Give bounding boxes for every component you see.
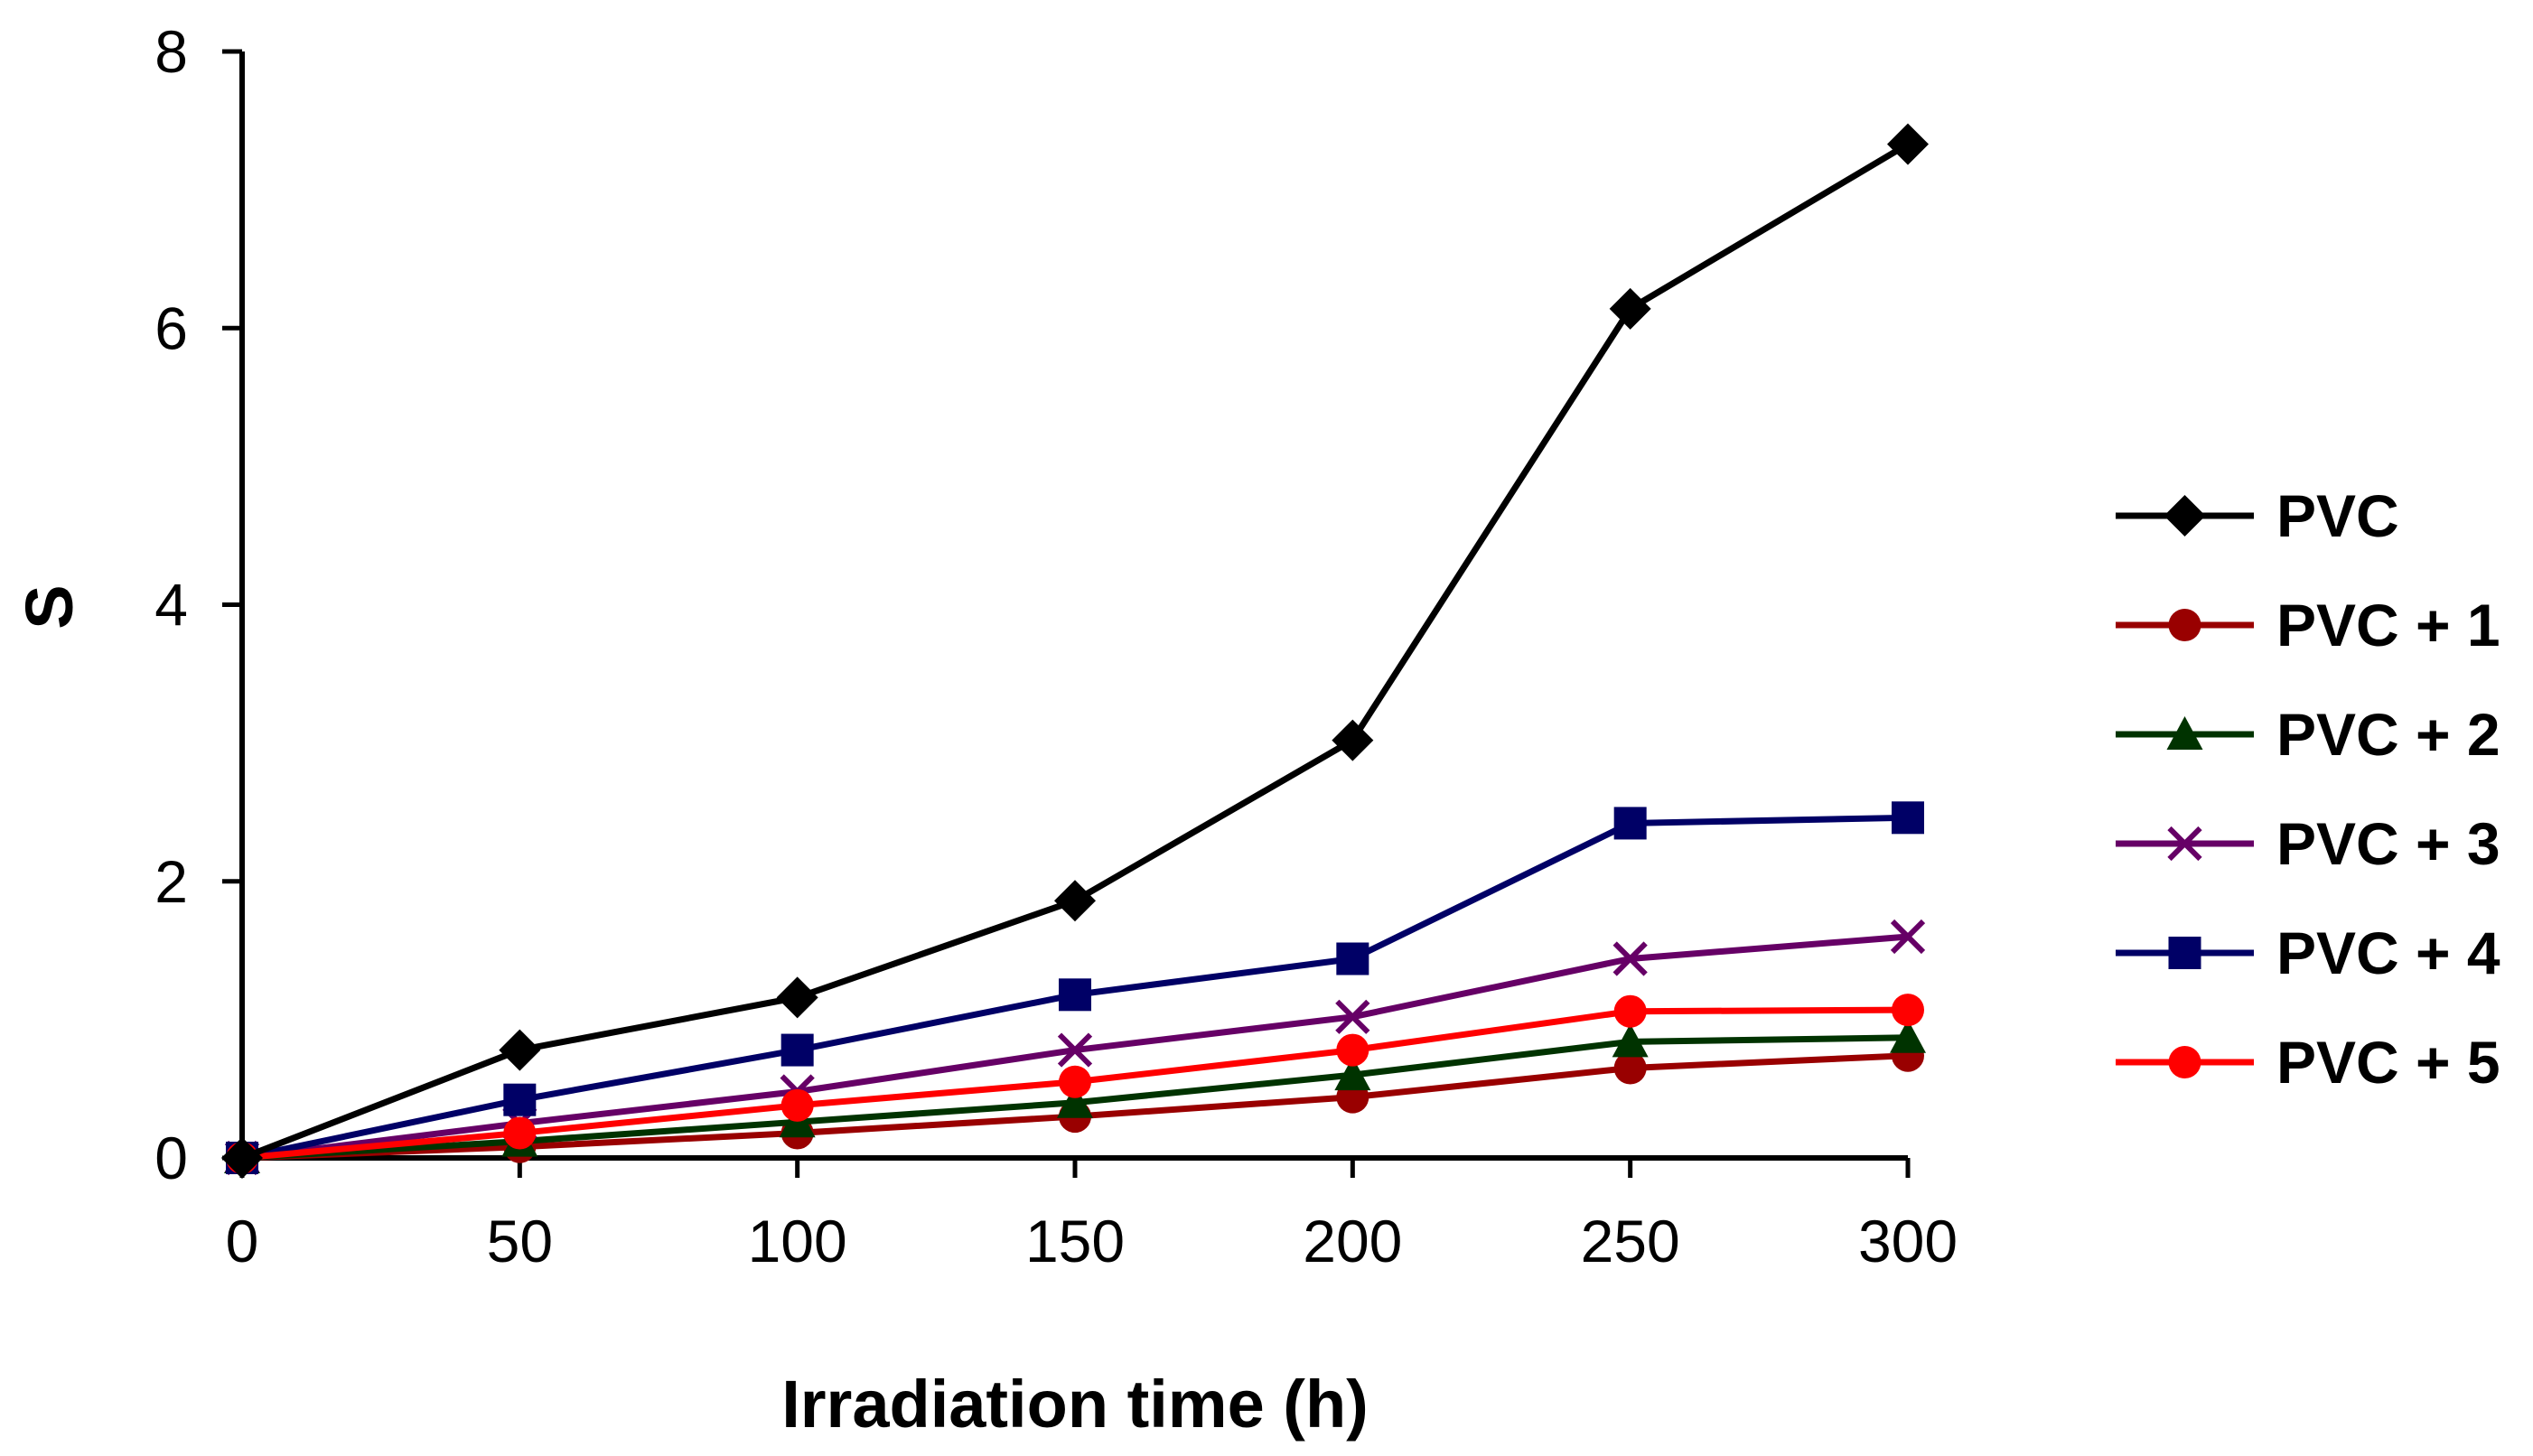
- legend-label: PVC + 1: [2276, 592, 2500, 658]
- data-point: [1612, 1023, 1649, 1058]
- y-tick-label: 6: [154, 294, 188, 361]
- data-point: [1334, 1057, 1371, 1091]
- x-tick-label: 50: [487, 1208, 553, 1274]
- data-point-stroke: [1612, 941, 1648, 976]
- data-point: [776, 976, 818, 1019]
- legend-label: PVC + 4: [2276, 919, 2500, 986]
- data-point: [503, 1083, 537, 1116]
- legend-item: PVC: [2116, 482, 2399, 549]
- data-point: [780, 1033, 814, 1067]
- x-tick-label: 100: [748, 1208, 847, 1274]
- legend-label: PVC + 5: [2276, 1029, 2500, 1096]
- y-axis-title: S: [12, 584, 87, 629]
- legend-item: PVC + 1: [2116, 592, 2500, 658]
- legend-marker: [2168, 1046, 2201, 1078]
- y-tick-label: 8: [154, 18, 188, 85]
- legend-marker: [2168, 937, 2201, 969]
- data-point-stroke: [1057, 1032, 1093, 1068]
- legend-item: PVC + 2: [2116, 701, 2500, 768]
- data-point-stroke: [1890, 919, 1926, 955]
- data-point: [1332, 719, 1374, 761]
- data-point: [1892, 801, 1924, 835]
- data-point: [1609, 287, 1651, 330]
- data-point: [1335, 999, 1370, 1034]
- legend-item: PVC + 4: [2116, 919, 2500, 986]
- legend-item: PVC + 3: [2116, 810, 2500, 877]
- data-point: [1890, 1019, 1926, 1053]
- x-tick-label: 150: [1025, 1208, 1125, 1274]
- data-point: [780, 1088, 814, 1122]
- x-tick-label: 250: [1581, 1208, 1680, 1274]
- legend-marker: [2168, 609, 2201, 641]
- data-point: [1059, 978, 1091, 1012]
- x-tick-label: 300: [1858, 1208, 1958, 1274]
- data-point: [1612, 941, 1648, 976]
- x-tick-label: 200: [1303, 1208, 1402, 1274]
- x-axis-title: Irradiation time (h): [781, 1367, 1369, 1442]
- legend: PVC PVC + 1 PVC + 2 PVC + 3 PVC + 4 PVC + 5: [2116, 482, 2500, 1096]
- data-point: [1613, 807, 1647, 840]
- data-point: [1057, 1032, 1093, 1068]
- data-point: [221, 1137, 263, 1179]
- data-point: [1613, 994, 1647, 1028]
- legend-label: PVC + 3: [2276, 810, 2500, 877]
- data-point: [503, 1116, 537, 1150]
- data-point: [1613, 1051, 1647, 1085]
- y-tick-label: 4: [154, 572, 188, 639]
- series-layer: [221, 123, 1929, 1179]
- data-point: [1887, 123, 1929, 165]
- data-point: [1054, 880, 1096, 922]
- legend-marker: [2166, 716, 2203, 750]
- y-tick-label: 2: [154, 848, 188, 915]
- data-point: [1890, 919, 1926, 955]
- legend-marker: [2167, 826, 2202, 862]
- x-tick-label: 0: [226, 1208, 259, 1274]
- legend-marker: [2164, 495, 2206, 537]
- data-point: [1892, 994, 1924, 1027]
- legend-label: PVC: [2276, 482, 2399, 549]
- data-point-stroke: [1335, 999, 1370, 1034]
- data-point: [499, 1029, 541, 1071]
- legend-label: PVC + 2: [2276, 701, 2500, 768]
- data-point: [1336, 1033, 1369, 1067]
- series-0: [221, 123, 1929, 1179]
- data-point: [1059, 1065, 1091, 1098]
- y-tick-label: 0: [154, 1125, 188, 1191]
- data-point: [1057, 1084, 1093, 1118]
- legend-item: PVC + 5: [2116, 1029, 2500, 1096]
- data-point: [1336, 942, 1369, 975]
- legend-marker-stroke: [2167, 826, 2202, 862]
